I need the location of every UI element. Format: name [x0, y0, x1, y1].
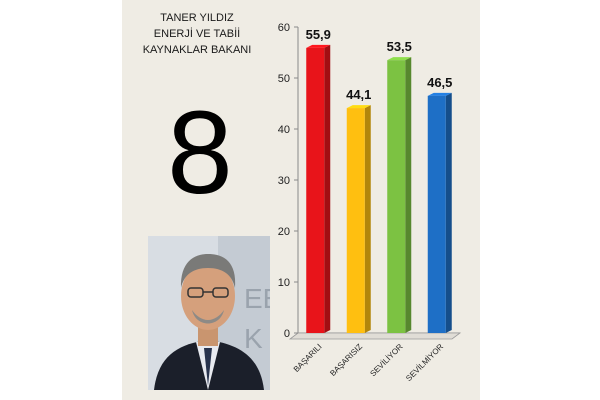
data-label: 55,9: [306, 27, 331, 42]
data-label: 46,5: [427, 75, 452, 90]
y-tick-label: 40: [278, 124, 290, 136]
bar: [306, 47, 325, 333]
category-label: SEVİLMİYOR: [404, 342, 445, 383]
bar-side: [405, 57, 412, 334]
minister-title: TANER YILDIZ ENERJİ VE TABİİ KAYNAKLAR B…: [126, 10, 268, 58]
bar-side: [445, 92, 452, 333]
bar-top: [306, 44, 331, 48]
data-label: 53,5: [387, 39, 412, 54]
bar-top: [346, 105, 371, 109]
y-tick-label: 0: [284, 328, 290, 340]
bar-side: [364, 105, 371, 333]
y-tick-label: 60: [278, 22, 290, 34]
y-tick-label: 20: [278, 226, 290, 238]
bar-side: [324, 44, 331, 333]
portrait-photo: EE K: [148, 236, 270, 390]
portrait-photo-icon: EE K: [148, 236, 270, 390]
bar: [387, 60, 406, 334]
category-label: BAŞARISIZ: [328, 342, 364, 378]
bar: [346, 108, 365, 333]
data-label: 44,1: [346, 87, 371, 102]
svg-text:K: K: [244, 323, 263, 354]
title-line-3: KAYNAKLAR BAKANI: [142, 44, 252, 56]
svg-text:EE: EE: [244, 283, 270, 314]
bar-chart: 0 10 20 30 40 50 60 55,9 BAŞARILI 44,1 BAŞARISIZ 5…: [278, 22, 462, 383]
bar: [427, 95, 446, 333]
title-line-2: ENERJİ VE TABİİ: [153, 28, 241, 40]
rank-number: 8: [167, 87, 233, 219]
title-line-1: TANER YILDIZ: [160, 12, 234, 24]
y-tick-label: 10: [278, 277, 290, 289]
bar-top: [427, 92, 452, 96]
y-tick-label: 30: [278, 175, 290, 187]
chart-floor: [288, 332, 462, 340]
y-tick-label: 50: [278, 73, 290, 85]
bar-top: [387, 57, 412, 61]
category-label: BAŞARILI: [292, 342, 324, 374]
category-label: SEVİLİYOR: [368, 342, 404, 378]
